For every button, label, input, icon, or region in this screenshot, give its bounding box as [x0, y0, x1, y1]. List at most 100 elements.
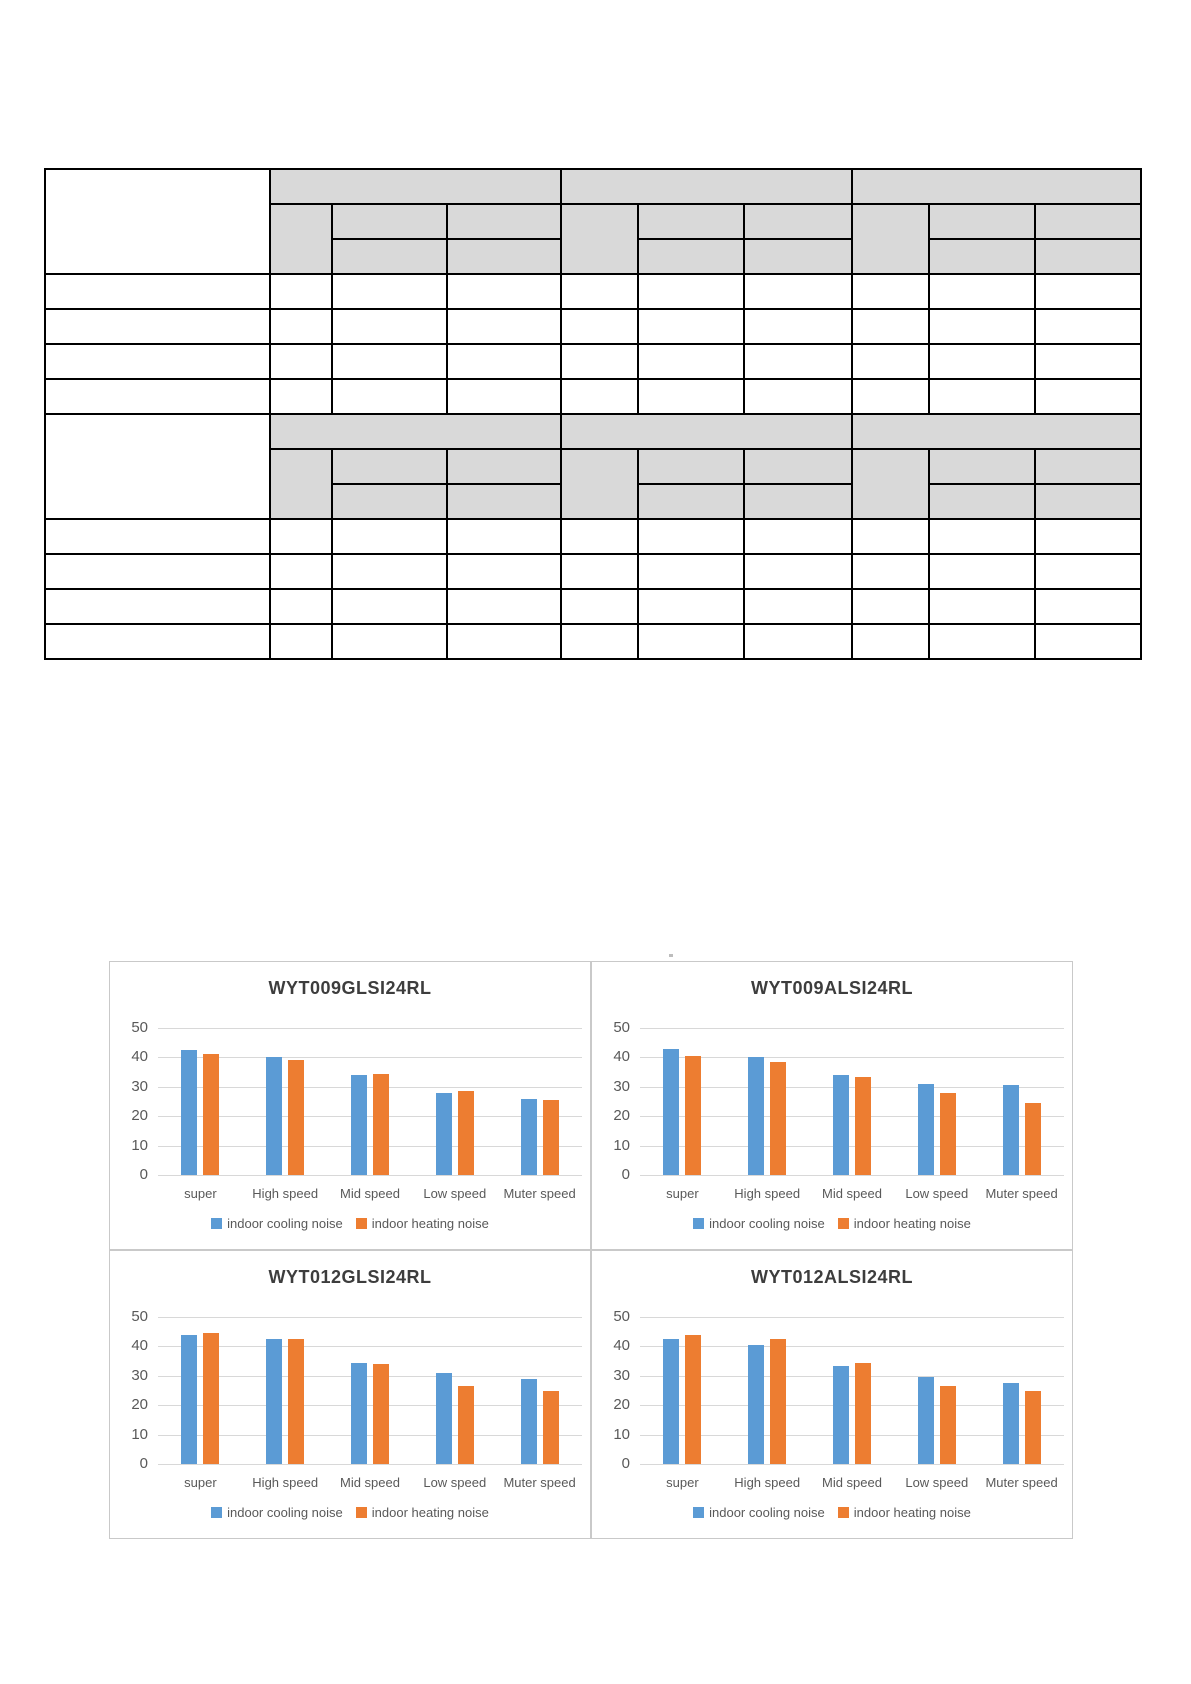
y-tick-label: 20 [131, 1396, 148, 1414]
x-category-label: Low speed [423, 1186, 487, 1201]
gridline [158, 1405, 582, 1407]
table-data-cell [743, 588, 853, 625]
chart-title: WYT009ALSI24RL [750, 978, 914, 998]
chart-plot [640, 1028, 1064, 1176]
bar-group [328, 1028, 413, 1175]
legend-label: indoor heating noise [853, 1216, 971, 1231]
table-data-cell [331, 378, 448, 415]
table-subheader-cell [928, 483, 1036, 520]
y-tick-label: 20 [131, 1107, 148, 1125]
x-category-label: Low speed [423, 1475, 487, 1490]
chart-panel: WYT012ALSI24RL 0 10 20 30 40 50 super High speed… [591, 1250, 1073, 1539]
chart-legend: indoor cooling noise indoor heating noise [110, 1505, 590, 1520]
spec-table [44, 168, 1142, 660]
x-category-label: super [666, 1475, 699, 1490]
bar-group [328, 1317, 413, 1464]
x-category-label: High speed [734, 1186, 801, 1201]
y-tick-label: 0 [139, 1455, 148, 1472]
bar-group [243, 1317, 328, 1464]
legend-item-cooling: indoor cooling noise [211, 1505, 343, 1520]
table-data-cell [446, 623, 562, 660]
bar-heating [457, 1091, 474, 1175]
x-category-label: Muter speed [503, 1475, 576, 1490]
table-data-cell [1034, 623, 1142, 660]
bar-heating [854, 1076, 871, 1175]
bar-group [497, 1317, 582, 1464]
bar-heating [372, 1073, 389, 1175]
x-category-label: super [184, 1186, 217, 1201]
table-data-cell [446, 273, 562, 310]
table-subheader-cell [928, 448, 1036, 485]
table-data-cell [269, 273, 333, 310]
y-tick-label: 0 [621, 1166, 630, 1183]
gridline [158, 1145, 582, 1147]
table-data-cell [44, 378, 271, 415]
y-tick-label: 10 [613, 1136, 630, 1154]
table-data-cell [1034, 378, 1142, 415]
table-data-cell [851, 623, 930, 660]
bar-group [979, 1317, 1064, 1464]
bar-cooling [663, 1048, 680, 1175]
table-subheader-cell [269, 203, 333, 275]
legend-item-heating: indoor heating noise [837, 1216, 971, 1231]
bar-heating [770, 1061, 787, 1175]
table-data-cell [851, 308, 930, 345]
table-data-cell [1034, 518, 1142, 555]
table-data-cell [637, 588, 745, 625]
legend-swatch-heating [355, 1507, 367, 1518]
chart-panel: WYT009ALSI24RL 0 10 20 30 40 50 super High speed… [591, 961, 1073, 1250]
legend-swatch-cooling [211, 1507, 223, 1518]
y-tick-label: 50 [613, 1308, 630, 1325]
chart-legend: indoor cooling noise indoor heating noise [592, 1216, 1072, 1231]
x-category-label: Mid speed [340, 1186, 400, 1201]
gridline [640, 1405, 1064, 1407]
legend-label: indoor cooling noise [709, 1505, 825, 1520]
table-subheader-cell [851, 203, 930, 275]
table-left-header-cell [44, 168, 271, 275]
table-subheader-cell [743, 238, 853, 275]
table-left-header-cell [44, 413, 271, 520]
bar-cooling [266, 1057, 283, 1175]
bar-group [979, 1028, 1064, 1175]
bar-cooling [435, 1372, 452, 1464]
bar-cooling [748, 1344, 765, 1464]
gridline [640, 1028, 1064, 1029]
table-data-cell [928, 553, 1036, 590]
chart-legend: indoor cooling noise indoor heating noise [592, 1505, 1072, 1520]
bar-group [412, 1028, 497, 1175]
chart-plot [158, 1028, 582, 1176]
table-data-cell [1034, 308, 1142, 345]
table-data-cell [331, 343, 448, 380]
table-subheader-cell [331, 483, 448, 520]
table-data-cell [637, 273, 745, 310]
y-tick-label: 30 [613, 1077, 630, 1095]
bar-group [640, 1028, 725, 1175]
chart-legend: indoor cooling noise indoor heating noise [110, 1216, 590, 1231]
bar-heating [1024, 1390, 1041, 1464]
y-tick-label: 10 [131, 1425, 148, 1443]
x-category-label: Mid speed [822, 1186, 882, 1201]
table-subheader-cell [331, 203, 448, 240]
table-data-cell [331, 518, 448, 555]
table-subheader-cell [928, 203, 1036, 240]
table-data-cell [637, 343, 745, 380]
table-subheader-cell [331, 238, 448, 275]
table-data-cell [928, 588, 1036, 625]
table-subheader-cell [560, 448, 639, 520]
bar-heating [372, 1364, 389, 1464]
table-data-cell [851, 273, 930, 310]
table-data-cell [1034, 588, 1142, 625]
table-data-cell [446, 588, 562, 625]
legend-swatch-heating [837, 1218, 849, 1229]
legend-label: indoor heating noise [853, 1505, 971, 1520]
bar-cooling [917, 1377, 934, 1464]
legend-item-heating: indoor heating noise [837, 1505, 971, 1520]
bar-heating [939, 1092, 956, 1175]
bar-heating [288, 1339, 305, 1464]
table-subheader-cell [637, 483, 745, 520]
y-tick-label: 0 [139, 1166, 148, 1183]
table-data-cell [851, 343, 930, 380]
x-category-label: Muter speed [985, 1475, 1058, 1490]
table-data-cell [269, 588, 333, 625]
